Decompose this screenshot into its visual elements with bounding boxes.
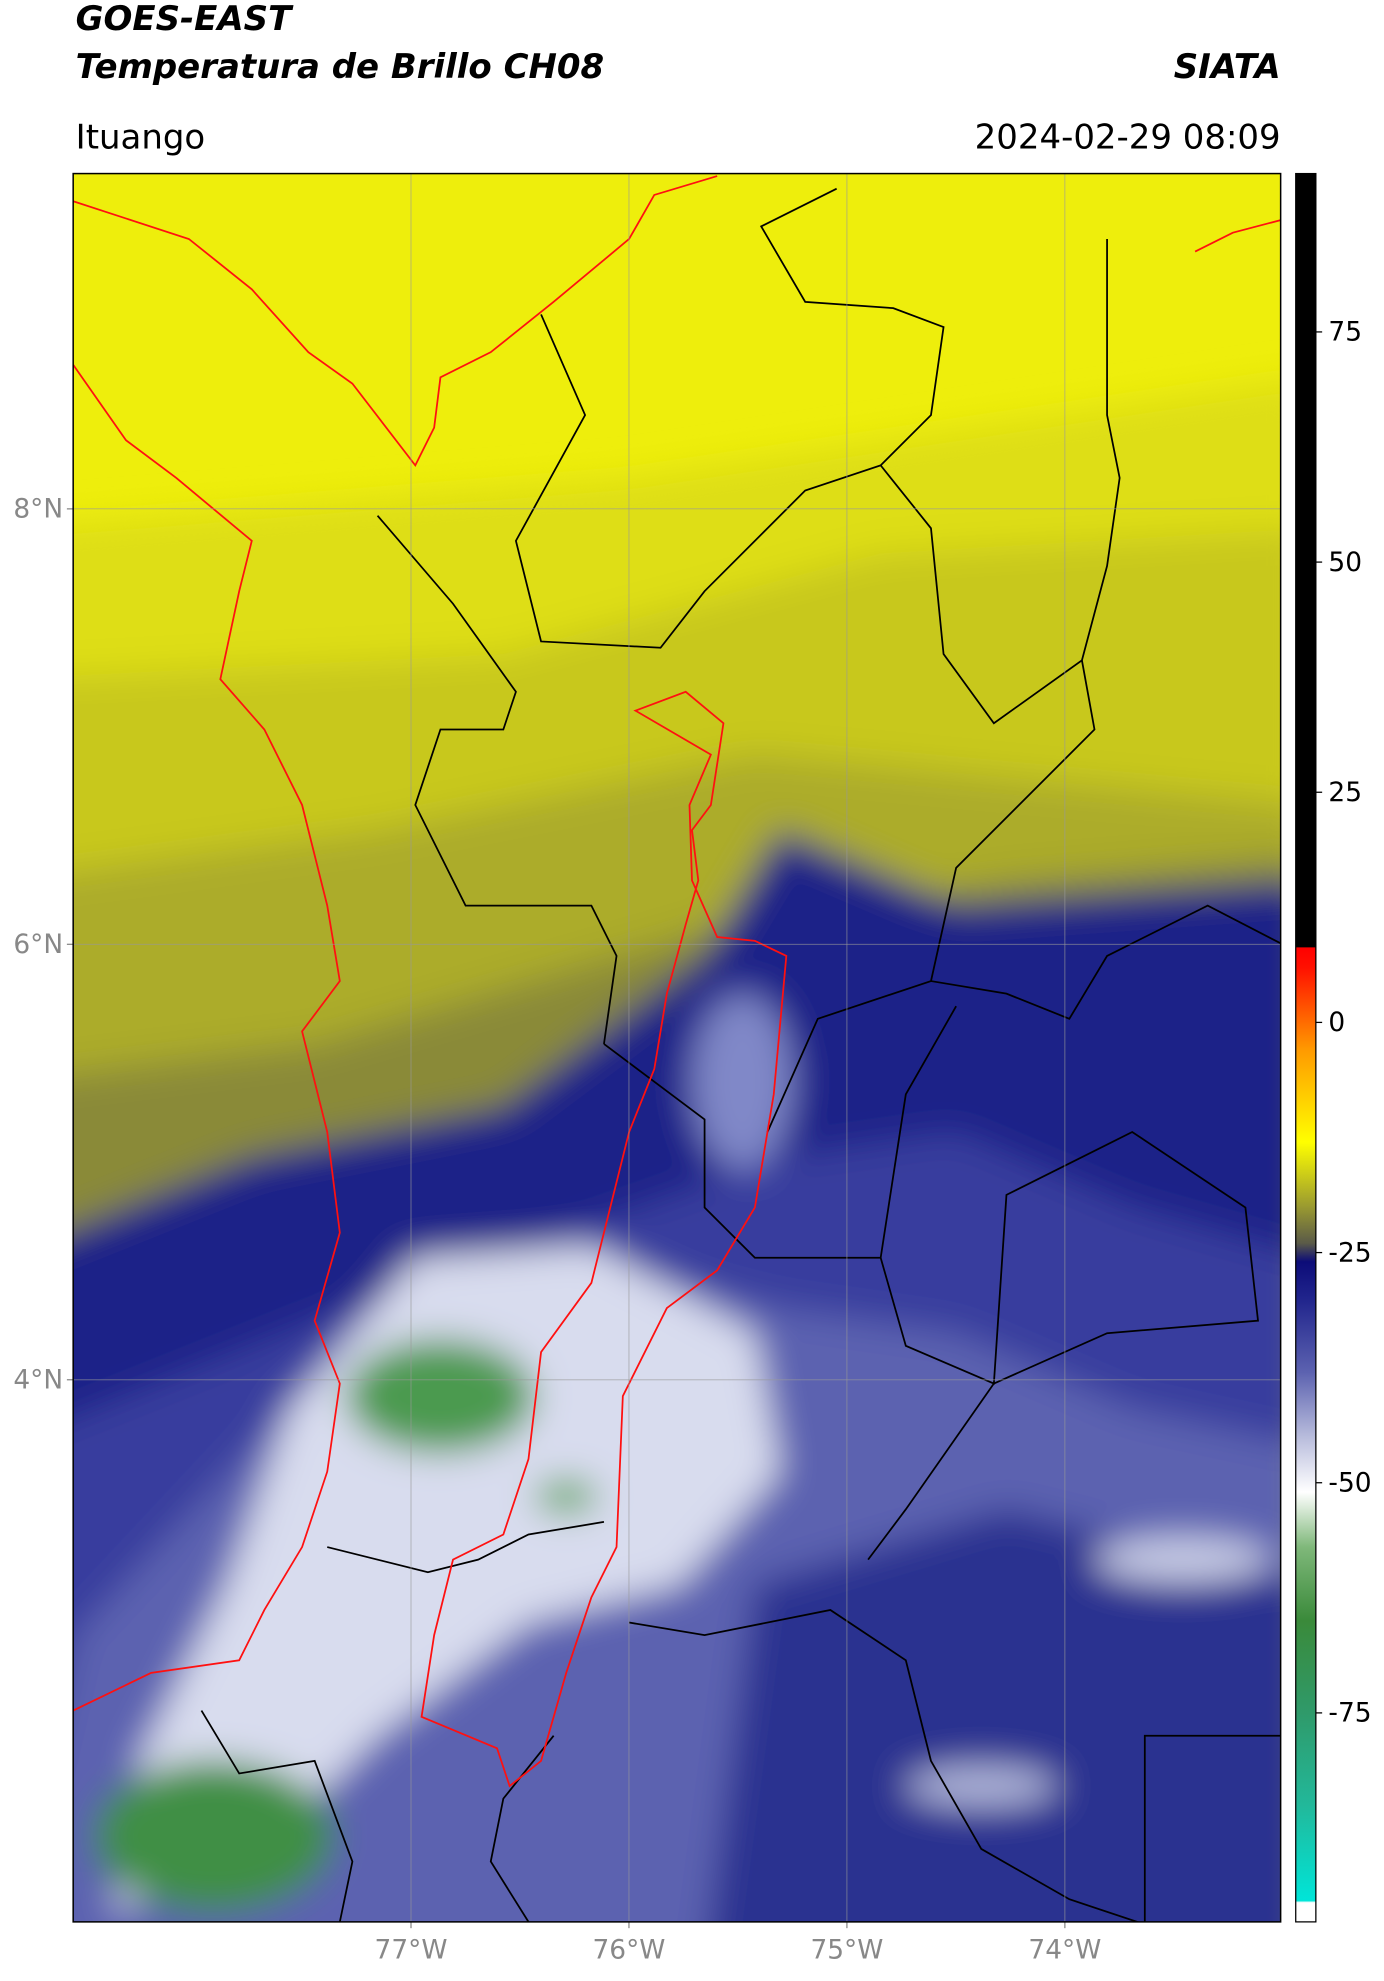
lat-tick-label: 8°N (13, 494, 63, 525)
datetime: 2024-02-29 08:09 (975, 117, 1281, 157)
lat-tick-label: 4°N (13, 1365, 63, 1396)
title: GOES-EAST (76, 0, 294, 39)
source: SIATA (1174, 47, 1281, 87)
colorbar: 75 50 25 0 -25 -50 -75 (1295, 172, 1372, 1923)
lon-tick-label: 75°W (810, 1934, 883, 1965)
lat-tick-label: 6°N (13, 929, 63, 960)
colorbar-tick-label: -50 (1328, 1468, 1371, 1499)
subtitle: Temperatura de Brillo CH08 (76, 47, 604, 87)
colorbar-tick-label: -75 (1328, 1698, 1371, 1729)
colorbar-tick-label: -25 (1328, 1237, 1371, 1268)
location: Ituango (76, 117, 206, 157)
colorbar-fill (1295, 172, 1317, 1923)
colorbar-tick-label: 25 (1328, 777, 1362, 808)
map-frame (72, 172, 1282, 1923)
colorbar-tick-label: 75 (1328, 317, 1362, 348)
lon-tick-label: 77°W (375, 1934, 448, 1965)
map-grid: 8°N 6°N 4°N 77°W 76°W 75°W 74°W (13, 173, 1281, 1965)
satellite-image (73, 173, 1281, 1922)
lon-tick-label: 76°W (592, 1934, 665, 1965)
colorbar-tick-label: 0 (1328, 1007, 1345, 1038)
lon-tick-label: 74°W (1028, 1934, 1101, 1965)
colorbar-tick-label: 50 (1328, 547, 1362, 578)
